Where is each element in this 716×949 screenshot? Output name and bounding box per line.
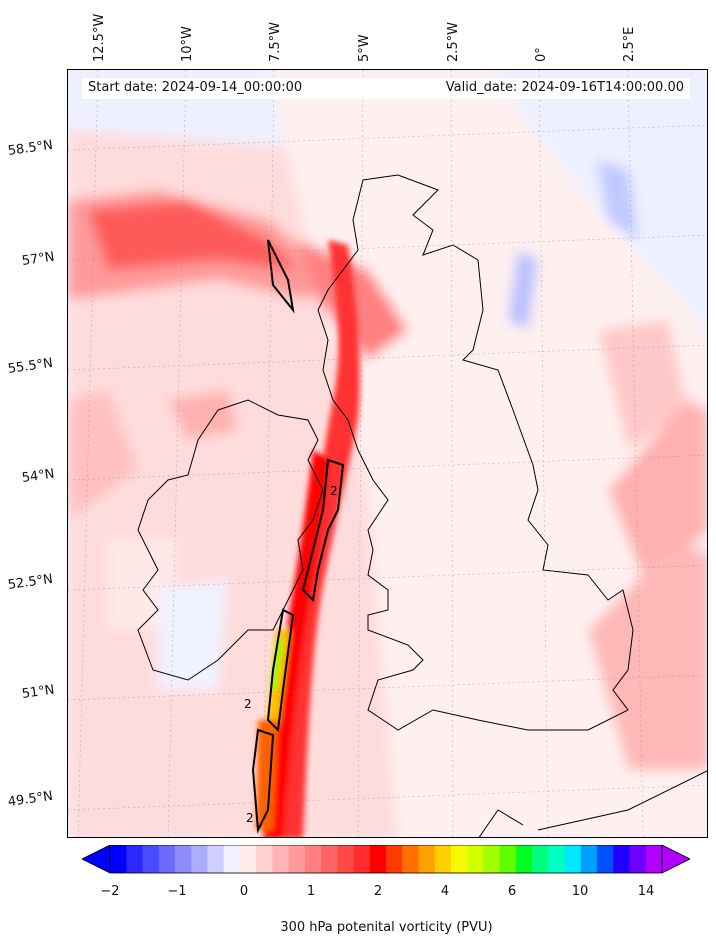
lat-label-58.5n: 58.5°N: [6, 137, 54, 159]
colorbar-swatch: [418, 845, 436, 873]
colorbar-tick-label: −2: [100, 884, 120, 899]
colorbar-swatch: [645, 845, 663, 873]
colorbar-tick-label: 4: [440, 884, 450, 899]
pv-field-map: 2 2 2: [68, 70, 707, 837]
lat-label-57n: 57°N: [20, 249, 56, 269]
colorbar-swatch: [369, 845, 387, 873]
colorbar-tick-label: 0: [239, 884, 249, 899]
colorbar-swatch: [386, 845, 403, 873]
date-info-box: Start date: 2024-09-14_00:00:00 Valid_da…: [82, 78, 690, 99]
colorbar-extend-low: [82, 845, 111, 874]
colorbar-swatch: [450, 845, 468, 873]
colorbar-swatch: [239, 845, 257, 873]
colorbar-swatch: [515, 845, 533, 873]
colorbar-tick-label: 1: [306, 884, 316, 899]
colorbar-tick-label: 2: [373, 884, 383, 899]
colorbar-swatch: [483, 845, 501, 873]
colorbar-swatch: [532, 845, 549, 873]
valid-date: Valid_date: 2024-09-16T14:00:00.00: [445, 80, 684, 95]
start-date: Start date: 2024-09-14_00:00:00: [88, 80, 303, 95]
pv-shading: [68, 70, 707, 837]
contour-label: 2: [246, 811, 254, 825]
colorbar-tick-label: 14: [637, 884, 655, 899]
colorbar-tick-label: 10: [571, 884, 589, 899]
colorbar-swatch: [288, 845, 306, 873]
lat-label-54n: 54°N: [20, 466, 56, 486]
colorbar-swatch: [158, 845, 176, 873]
lat-label-55.5n: 55.5°N: [6, 355, 54, 377]
lon-label-2.5e: 2.5°E: [622, 26, 637, 62]
colorbar-swatch: [272, 845, 290, 873]
coastlines: [137, 174, 707, 837]
colorbar-swatch: [256, 845, 273, 873]
colorbar: [82, 845, 690, 874]
lon-label-5w: 5°W: [357, 34, 372, 62]
colorbar-swatch: [467, 845, 484, 873]
colorbar-swatch: [402, 845, 419, 873]
colorbar-swatch: [174, 845, 192, 873]
contour-label: 2: [244, 697, 252, 711]
colorbar-swatch: [434, 845, 452, 873]
colorbar-swatch: [337, 845, 355, 873]
colorbar-frame: [109, 845, 663, 874]
colorbar-swatch: [191, 845, 208, 873]
colorbar-swatch: [207, 845, 225, 873]
colorbar-swatch: [499, 845, 517, 873]
colorbar-swatch: [126, 845, 143, 873]
colorbar-tick-label: −1: [167, 884, 187, 899]
colorbar-swatch: [548, 845, 566, 873]
colorbar-swatch: [142, 845, 160, 873]
colorbar-extend-high: [661, 845, 690, 874]
colorbar-swatch: [564, 845, 582, 873]
colorbar-title: 300 hPa potenital vorticity (PVU): [280, 920, 493, 935]
colorbar-swatch: [321, 845, 338, 873]
lon-label-7.5w: 7.5°W: [268, 21, 283, 62]
colorbar-tick-label: 6: [507, 884, 517, 899]
lon-label-12.5w: 12.5°W: [92, 13, 107, 62]
colorbar-swatch: [597, 845, 614, 873]
lon-label-0: 0°: [534, 47, 549, 62]
lat-label-52.5n: 52.5°N: [6, 571, 54, 593]
lat-label-51n: 51°N: [20, 682, 56, 702]
colorbar-swatch: [629, 845, 647, 873]
lon-label-10w: 10°W: [180, 26, 195, 62]
lon-label-2.5w: 2.5°W: [446, 21, 461, 62]
lat-label-49.5n: 49.5°N: [6, 788, 54, 810]
colorbar-swatch: [580, 845, 598, 873]
colorbar-swatch: [304, 845, 322, 873]
colorbar-swatch: [613, 845, 631, 873]
map-panel: 2 2 2: [67, 69, 708, 838]
graticule: [68, 70, 707, 837]
colorbar-swatch: [223, 845, 241, 873]
contour-label: 2: [330, 484, 338, 498]
colorbar-swatch: [110, 845, 127, 873]
colorbar-swatch: [353, 845, 371, 873]
